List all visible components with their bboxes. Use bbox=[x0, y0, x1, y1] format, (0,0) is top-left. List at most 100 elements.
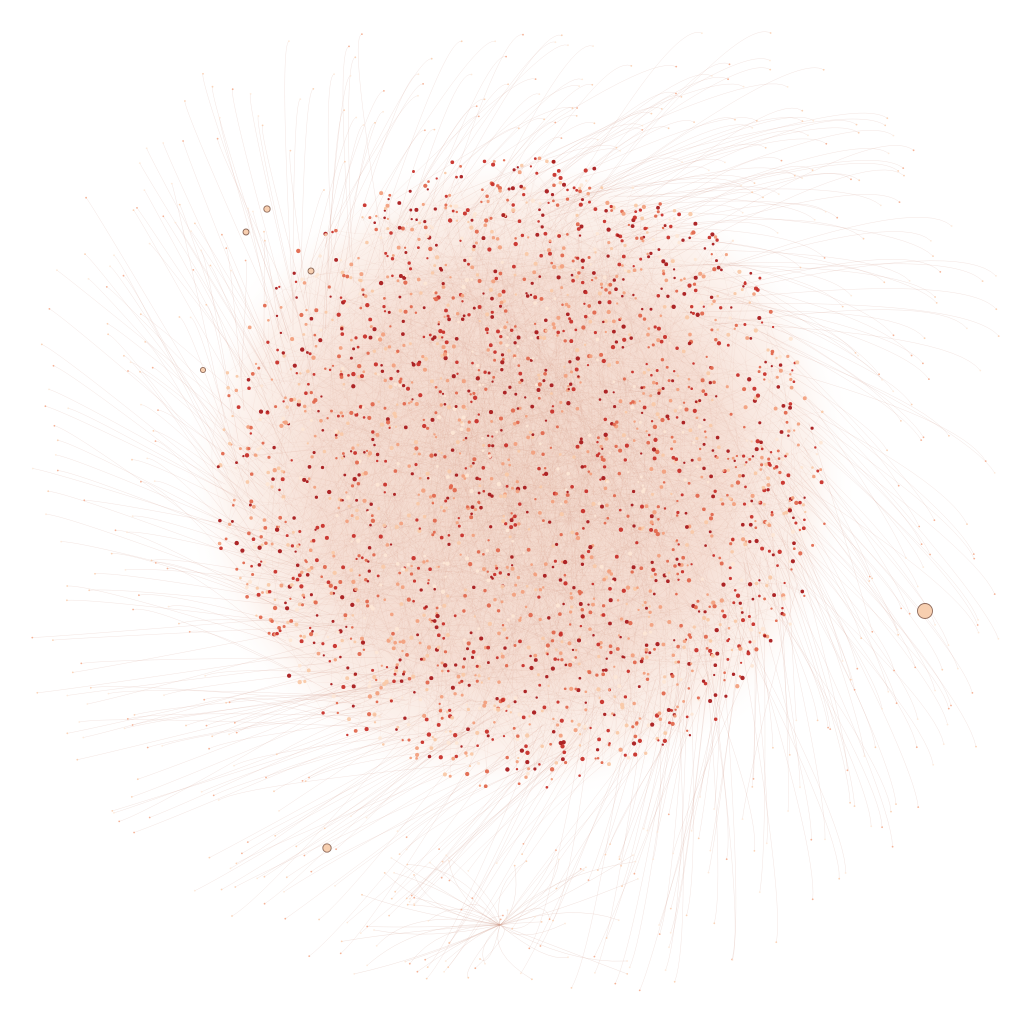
graph-node bbox=[672, 217, 676, 221]
graph-node bbox=[886, 117, 889, 120]
graph-node bbox=[632, 524, 636, 528]
graph-node bbox=[364, 558, 368, 562]
graph-node bbox=[429, 746, 434, 750]
graph-node bbox=[566, 233, 569, 236]
graph-node bbox=[111, 810, 114, 812]
graph-node bbox=[688, 236, 691, 240]
graph-node bbox=[529, 336, 534, 340]
graph-node bbox=[428, 618, 432, 622]
graph-node bbox=[701, 274, 706, 279]
graph-node bbox=[235, 862, 238, 865]
graph-node bbox=[887, 152, 890, 155]
graph-node bbox=[579, 868, 582, 870]
graph-node bbox=[665, 365, 669, 369]
graph-node bbox=[780, 159, 783, 162]
graph-node bbox=[488, 454, 492, 458]
graph-node bbox=[429, 672, 433, 676]
graph-node bbox=[677, 241, 681, 245]
graph-node bbox=[417, 237, 421, 242]
graph-node bbox=[469, 631, 473, 635]
graph-node bbox=[83, 499, 86, 502]
graph-node bbox=[554, 761, 559, 765]
graph-node bbox=[621, 588, 626, 593]
graph-node bbox=[425, 977, 428, 980]
graph-node bbox=[748, 522, 753, 527]
graph-node bbox=[742, 85, 745, 88]
graph-node bbox=[508, 535, 512, 539]
graph-node bbox=[406, 513, 411, 518]
graph-node bbox=[471, 533, 475, 538]
graph-node bbox=[984, 460, 987, 462]
graph-node bbox=[326, 635, 330, 639]
graph-node bbox=[500, 600, 504, 604]
graph-node bbox=[759, 440, 763, 445]
graph-node bbox=[854, 352, 857, 354]
graph-node bbox=[351, 533, 356, 538]
graph-node bbox=[714, 627, 719, 633]
graph-node bbox=[418, 641, 422, 645]
graph-node bbox=[363, 616, 366, 620]
graph-node bbox=[711, 398, 714, 402]
graph-node bbox=[362, 648, 366, 652]
graph-node bbox=[369, 502, 373, 506]
graph-node bbox=[792, 541, 796, 546]
graph-node bbox=[701, 389, 706, 393]
graph-node bbox=[234, 388, 239, 393]
graph-node bbox=[340, 638, 344, 643]
graph-node bbox=[522, 277, 527, 282]
graph-node bbox=[892, 134, 895, 137]
graph-node bbox=[628, 966, 631, 969]
graph-node bbox=[625, 602, 628, 606]
graph-node bbox=[632, 293, 635, 297]
graph-node bbox=[575, 268, 579, 272]
graph-node bbox=[554, 492, 558, 496]
graph-node bbox=[513, 864, 516, 867]
graph-node bbox=[380, 364, 383, 367]
graph-node bbox=[544, 368, 548, 372]
graph-node bbox=[435, 342, 439, 346]
graph-node bbox=[468, 561, 473, 567]
graph-node bbox=[609, 247, 614, 251]
graph-node bbox=[726, 657, 730, 661]
graph-node bbox=[588, 610, 593, 615]
graph-node bbox=[401, 319, 405, 324]
graph-node bbox=[417, 73, 420, 76]
graph-node bbox=[783, 581, 786, 585]
graph-node bbox=[310, 870, 313, 873]
graph-node bbox=[618, 527, 624, 532]
graph-node bbox=[247, 207, 249, 210]
graph-node bbox=[382, 304, 386, 309]
graph-node bbox=[553, 559, 557, 563]
graph-node bbox=[520, 589, 525, 594]
graph-node bbox=[538, 511, 542, 515]
graph-node bbox=[365, 604, 370, 608]
graph-node bbox=[526, 356, 530, 361]
graph-node bbox=[775, 941, 778, 944]
graph-node bbox=[467, 870, 470, 872]
graph-node bbox=[299, 584, 304, 589]
graph-node bbox=[418, 221, 422, 225]
graph-node bbox=[509, 525, 514, 530]
graph-node bbox=[922, 566, 925, 568]
graph-node bbox=[487, 371, 491, 375]
graph-node bbox=[398, 571, 402, 575]
graph-node bbox=[463, 593, 467, 598]
graph-node bbox=[662, 679, 667, 684]
graph-node bbox=[751, 786, 754, 788]
graph-node bbox=[878, 373, 880, 376]
graph-node bbox=[586, 191, 590, 196]
graph-node bbox=[920, 543, 923, 546]
graph-node bbox=[415, 752, 420, 757]
graph-node bbox=[266, 470, 270, 475]
graph-node bbox=[641, 129, 644, 131]
graph-node bbox=[683, 277, 686, 281]
graph-node bbox=[360, 374, 364, 379]
graph-node bbox=[418, 697, 423, 702]
graph-node bbox=[303, 679, 307, 684]
graph-node bbox=[813, 218, 816, 221]
graph-node bbox=[280, 477, 285, 482]
graph-node bbox=[264, 239, 266, 242]
graph-node bbox=[319, 328, 323, 332]
graph-node bbox=[425, 233, 430, 239]
graph-node bbox=[693, 221, 698, 226]
